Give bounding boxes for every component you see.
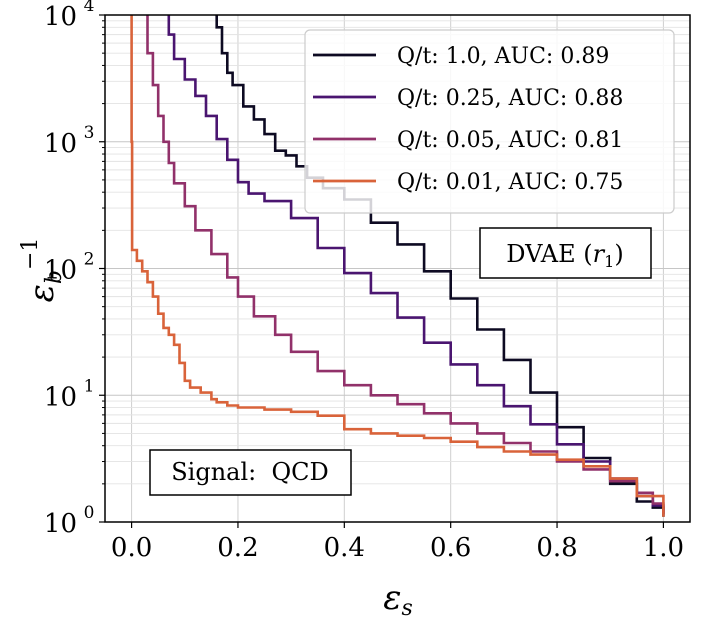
legend-box	[304, 29, 675, 214]
y-tick-base: 10	[44, 382, 77, 412]
legend: Q/t: 1.0, AUC: 0.89 Q/t: 0.25, AUC: 0.88 Q…	[304, 29, 675, 214]
x-tick-label: 0.0	[111, 533, 152, 563]
series-line-1	[167, 15, 665, 515]
x-tick-label: 0.6	[430, 533, 471, 563]
model-annotation-text: DVAE (r1)	[506, 240, 623, 271]
y-tick-base: 10	[44, 509, 77, 539]
y-tick-labels: 10 0 10 1 10 2 10 3 10 4	[44, 0, 95, 539]
legend-label: Q/t: 0.25, AUC: 0.88	[397, 86, 623, 111]
x-tick-label: 0.8	[536, 533, 577, 563]
series-line-3	[130, 15, 665, 517]
y-tick-label: 10 2	[44, 250, 95, 286]
legend-item: Q/t: 1.0, AUC: 0.89	[313, 44, 609, 69]
x-tick-label: 1.0	[643, 533, 684, 563]
y-tick-label: 10 0	[44, 503, 95, 539]
y-tick-label: 10 3	[44, 123, 95, 159]
x-tick-label: 0.4	[324, 533, 365, 563]
model-annotation: DVAE (r1)	[479, 227, 652, 279]
signal-annotation-text: Signal: QCD	[171, 458, 329, 486]
legend-item: Q/t: 0.01, AUC: 0.75	[313, 170, 623, 195]
y-tick-exponent: 4	[84, 0, 95, 16]
x-tick-labels: 0.0 0.2 0.4 0.6 0.8 1.0	[111, 533, 684, 563]
y-tick-exponent: 3	[84, 123, 95, 143]
legend-label: Q/t: 0.01, AUC: 0.75	[397, 170, 623, 195]
y-tick-exponent: 1	[84, 376, 95, 396]
y-tick-base: 10	[44, 256, 77, 286]
tick-marks	[99, 14, 665, 528]
legend-label: Q/t: 0.05, AUC: 0.81	[397, 128, 623, 153]
y-tick-exponent: 0	[84, 503, 95, 523]
y-tick-label: 10 1	[44, 376, 95, 412]
legend-label: Q/t: 1.0, AUC: 0.89	[397, 44, 609, 69]
x-axis-label: εs	[383, 578, 413, 621]
legend-item: Q/t: 0.25, AUC: 0.88	[313, 86, 623, 111]
y-tick-label: 10 4	[44, 0, 95, 32]
y-tick-exponent: 2	[84, 250, 95, 270]
y-tick-base: 10	[44, 129, 77, 159]
legend-item: Q/t: 0.05, AUC: 0.81	[313, 128, 623, 153]
series-line-2	[146, 15, 665, 515]
y-tick-base: 10	[44, 2, 77, 32]
x-tick-label: 0.2	[217, 533, 258, 563]
signal-annotation: Signal: QCD	[149, 449, 352, 496]
